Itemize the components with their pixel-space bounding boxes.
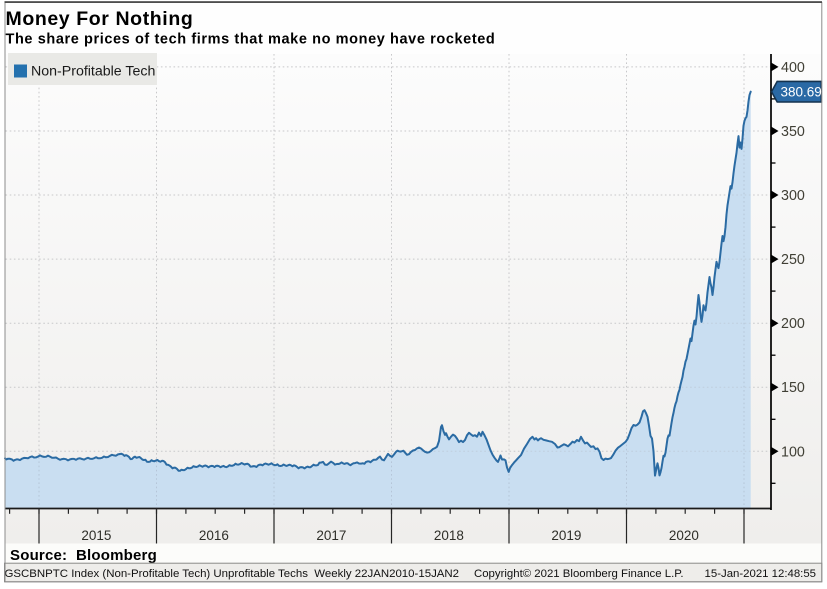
- svg-text:300: 300: [781, 188, 805, 204]
- svg-text:380.69: 380.69: [781, 85, 822, 100]
- svg-text:200: 200: [781, 316, 805, 332]
- svg-text:2020: 2020: [669, 528, 699, 543]
- svg-text:The share prices of tech firms: The share prices of tech firms that make…: [6, 32, 496, 48]
- svg-text:Copyright© 2021 Bloomberg Fina: Copyright© 2021 Bloomberg Finance L.P.: [474, 568, 684, 580]
- svg-text:Money For Nothing: Money For Nothing: [6, 8, 194, 30]
- svg-text:2016: 2016: [199, 528, 229, 543]
- svg-text:150: 150: [781, 380, 805, 396]
- svg-text:350: 350: [781, 124, 805, 140]
- svg-text:2018: 2018: [434, 528, 464, 543]
- svg-text:250: 250: [781, 252, 805, 268]
- svg-text:Source: Bloomberg: Source: Bloomberg: [10, 547, 157, 564]
- svg-text:100: 100: [781, 444, 805, 460]
- svg-text:Non-Profitable Tech: Non-Profitable Tech: [31, 64, 155, 80]
- svg-text:GSCBNPTC Index (Non-Profitable: GSCBNPTC Index (Non-Profitable Tech) Unp…: [5, 568, 460, 580]
- svg-text:2015: 2015: [81, 528, 111, 543]
- svg-text:400: 400: [781, 60, 805, 76]
- svg-text:15-Jan-2021 12:48:55: 15-Jan-2021 12:48:55: [705, 568, 816, 580]
- svg-text:2017: 2017: [316, 528, 346, 543]
- svg-text:2019: 2019: [551, 528, 581, 543]
